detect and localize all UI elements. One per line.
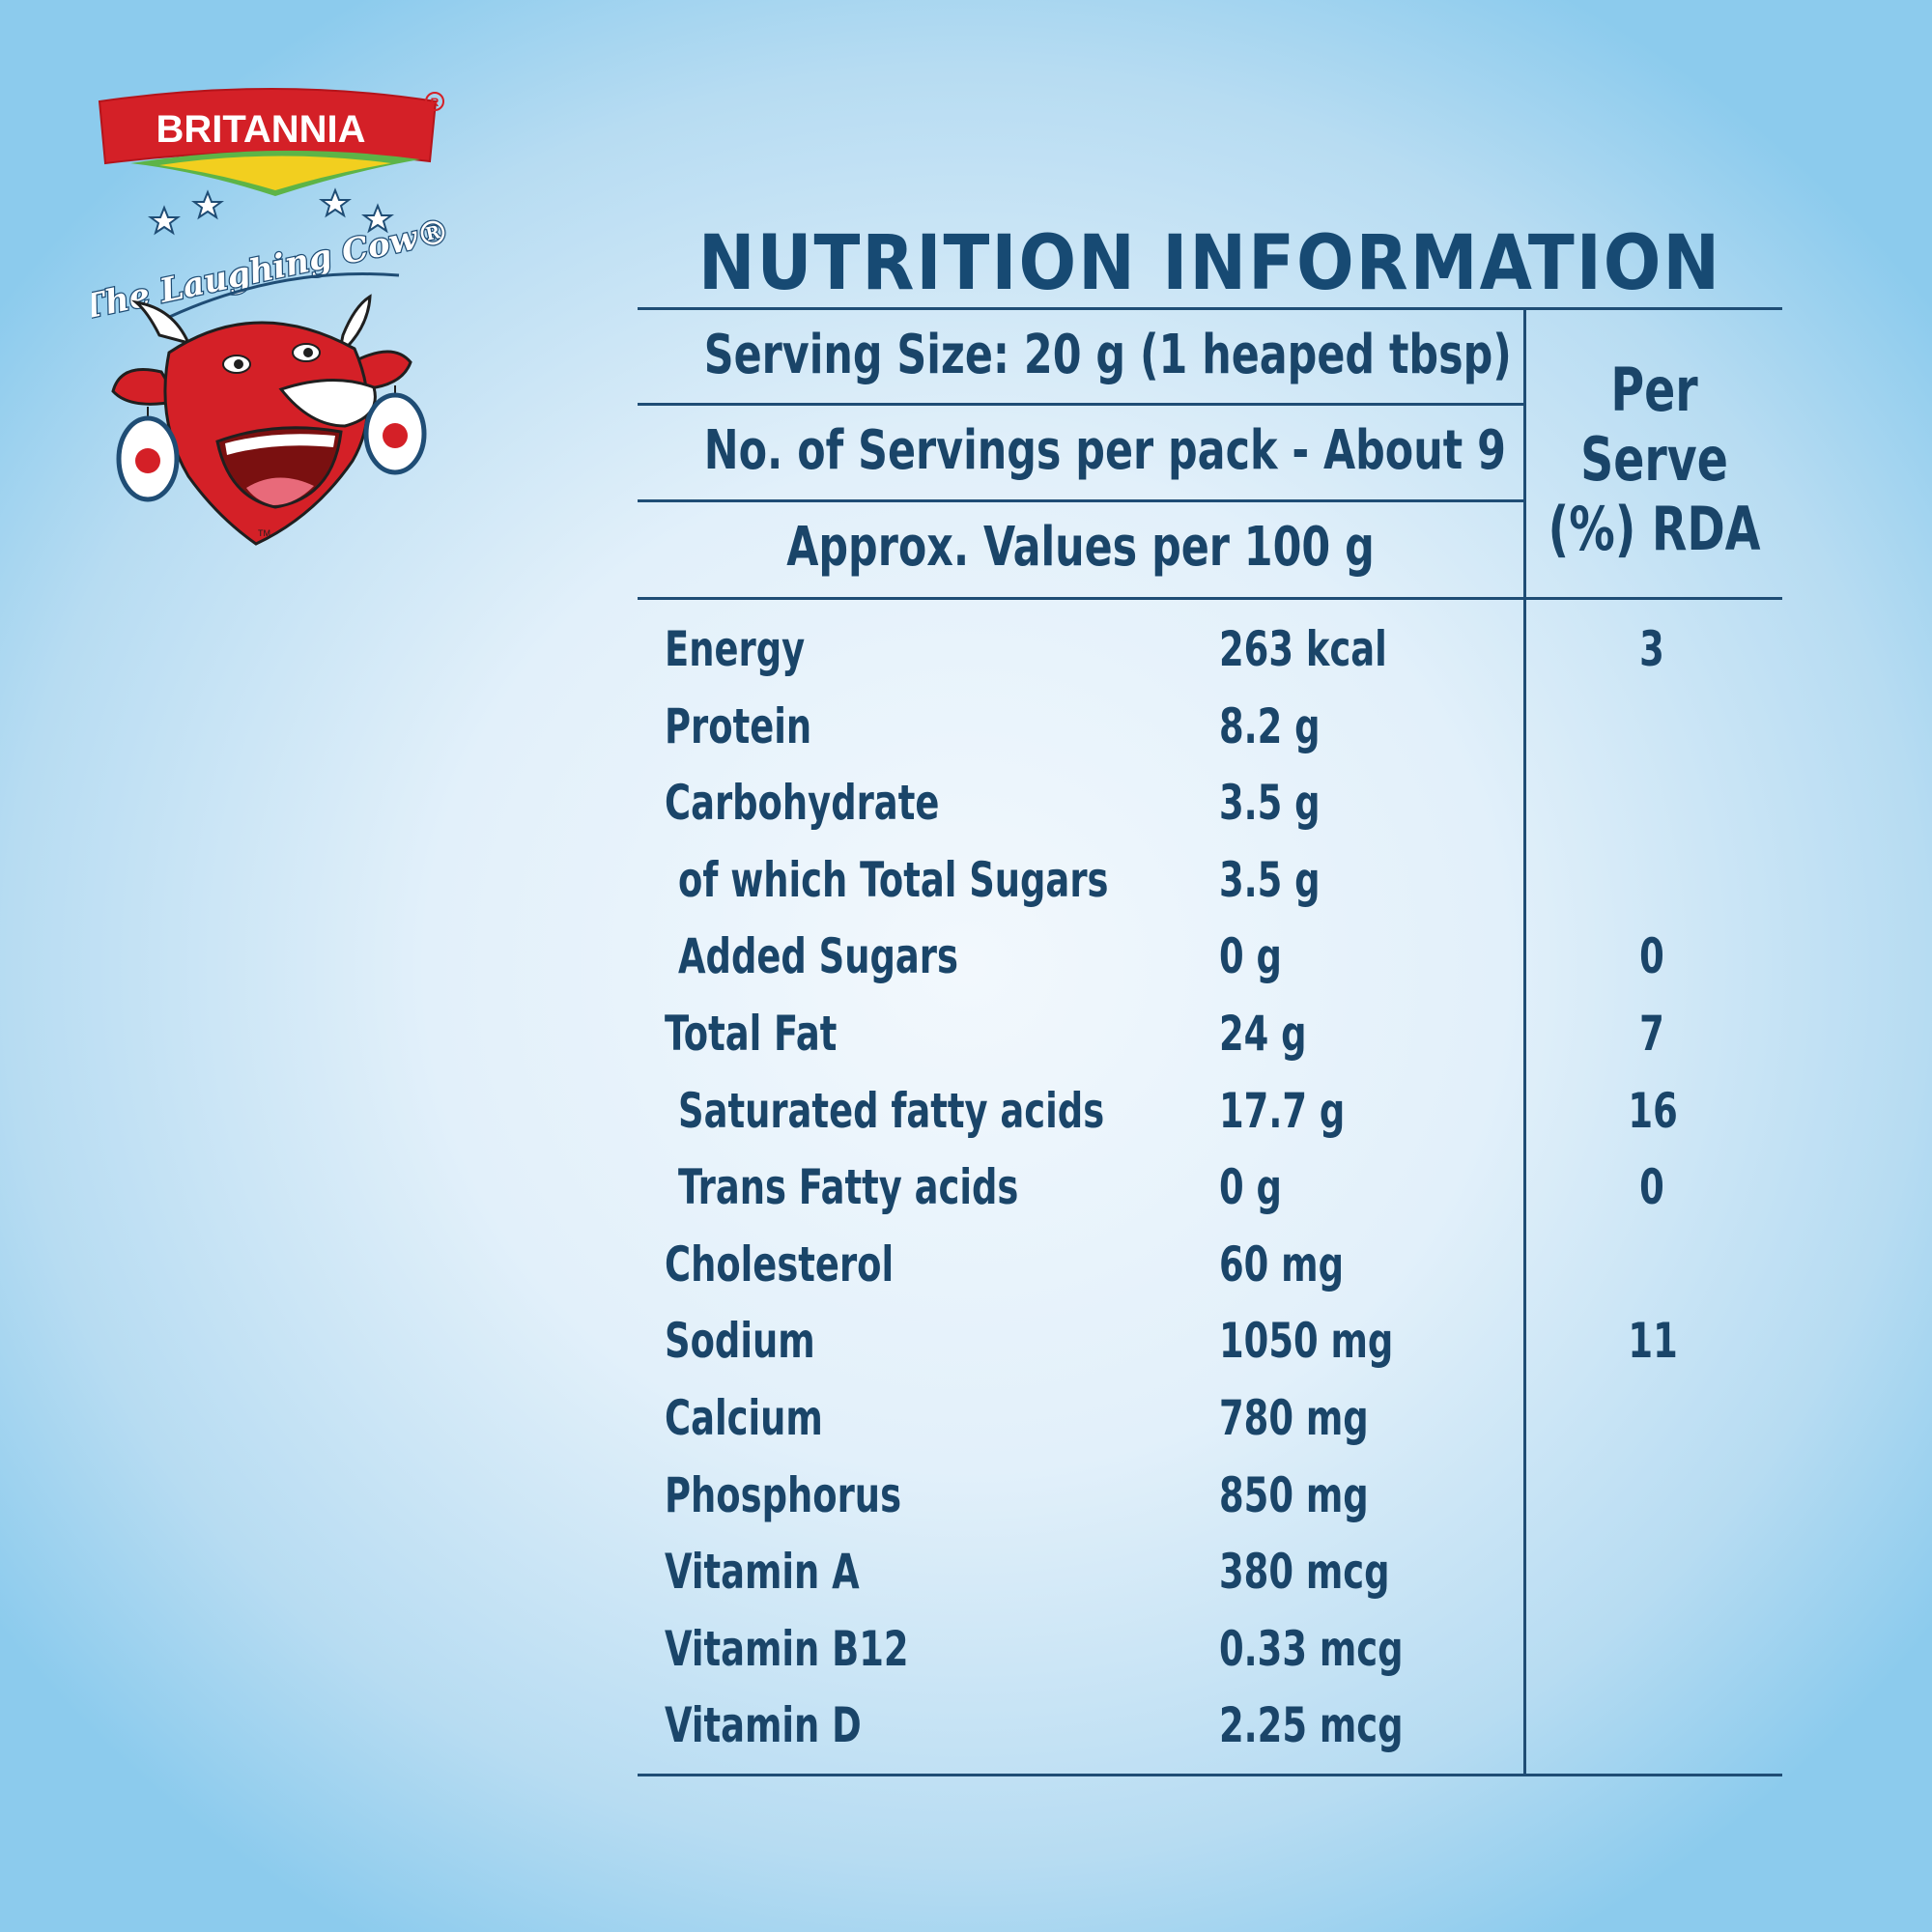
- nutrient-name: Calcium: [665, 1389, 823, 1446]
- nutrient-amount: 60 mg: [1219, 1236, 1345, 1293]
- nutrient-name: of which Total Sugars: [678, 851, 1109, 908]
- values-basis: Approx. Values per 100 g: [786, 516, 1375, 579]
- table-row: Total Fat 24 g 7: [638, 1003, 1782, 1080]
- nutrient-name: Trans Fatty acids: [678, 1159, 1019, 1216]
- cow-left-earring-icon: [116, 407, 180, 502]
- nutrient-name: Energy: [665, 621, 806, 677]
- rda-header-line-1: Per: [1610, 355, 1698, 425]
- nutrient-amount: 850 mg: [1219, 1466, 1369, 1523]
- nutrition-table: Serving Size: 20 g (1 heaped tbsp) No. o…: [638, 307, 1782, 1776]
- nutrient-amount: 0.33 mcg: [1219, 1620, 1404, 1677]
- page-title: NUTRITION INFORMATION: [697, 220, 1722, 307]
- header-divider-2: [638, 499, 1523, 502]
- trademark-mark: TM: [258, 528, 270, 538]
- table-row: Cholesterol 60 mg: [638, 1234, 1782, 1311]
- nutrient-name: Saturated fatty acids: [678, 1082, 1105, 1139]
- britannia-banner-shape: [98, 88, 438, 165]
- nutrient-amount: 3.5 g: [1219, 851, 1321, 908]
- table-row: Saturated fatty acids 17.7 g 16: [638, 1080, 1782, 1157]
- table-row: Added Sugars 0 g 0: [638, 925, 1782, 1003]
- header-divider-1: [638, 403, 1523, 406]
- table-row: Trans Fatty acids 0 g 0: [638, 1156, 1782, 1234]
- nutrient-amount: 380 mcg: [1219, 1544, 1390, 1601]
- nutrient-name: Protein: [665, 697, 812, 754]
- nutrient-name: Total Fat: [665, 1005, 838, 1062]
- nutrient-amount: 263 kcal: [1219, 621, 1387, 677]
- nutrient-amount: 0 g: [1219, 928, 1282, 985]
- nutrient-rda: 16: [1628, 1082, 1678, 1139]
- registered-mark-circle: [425, 92, 444, 111]
- nutrient-amount: 24 g: [1219, 1005, 1307, 1062]
- nutrient-rda: 0: [1639, 1159, 1664, 1216]
- wordmark-underline: [158, 272, 400, 324]
- nutrient-rda: 3: [1639, 621, 1664, 677]
- banner-swoosh-yellow: [159, 156, 391, 190]
- table-row: Carbohydrate 3.5 g: [638, 772, 1782, 849]
- table-row: Energy 263 kcal 3: [638, 618, 1782, 696]
- nutrient-amount: 0 g: [1219, 1159, 1282, 1216]
- nutrient-name: Added Sugars: [678, 928, 958, 985]
- table-row: Calcium 780 mg: [638, 1387, 1782, 1464]
- nutrient-rda: 7: [1639, 1005, 1664, 1062]
- nutrient-rows: Energy 263 kcal 3 Protein 8.2 g Carbohydrat…: [638, 618, 1782, 1772]
- cow-tongue: [246, 477, 314, 505]
- table-row: Vitamin A 380 mcg: [638, 1541, 1782, 1618]
- nutrient-name: Carbohydrate: [665, 775, 940, 832]
- cow-teeth: [225, 434, 335, 455]
- table-row: of which Total Sugars 3.5 g: [638, 849, 1782, 926]
- column-divider: [1523, 307, 1526, 1776]
- cow-left-horn: [130, 299, 191, 346]
- nutrient-name: Sodium: [665, 1313, 815, 1370]
- table-row: Sodium 1050 mg 11: [638, 1310, 1782, 1387]
- table-row: Protein 8.2 g: [638, 696, 1782, 773]
- header-bottom-rule: [638, 597, 1782, 600]
- nutrient-rda: 0: [1639, 928, 1664, 985]
- cow-right-earring-icon: [363, 385, 427, 475]
- rda-header-line-2: Serve: [1580, 424, 1728, 495]
- registered-mark: R: [431, 96, 440, 109]
- stars-icon: [148, 187, 394, 236]
- nutrient-amount: 780 mg: [1219, 1389, 1369, 1446]
- nutrient-name: Vitamin A: [665, 1544, 860, 1601]
- britannia-laughing-cow-logo: BRITANNIA R The Laughing Cow® TM: [92, 88, 454, 546]
- nutrient-rda: 11: [1628, 1313, 1678, 1370]
- nutrient-amount: 2.25 mcg: [1219, 1697, 1404, 1754]
- table-bottom-rule: [638, 1774, 1782, 1776]
- nutrient-name: Phosphorus: [665, 1466, 902, 1523]
- cow-left-ear: [111, 368, 182, 406]
- nutrient-amount: 17.7 g: [1219, 1082, 1346, 1139]
- nutrient-name: Cholesterol: [665, 1236, 895, 1293]
- table-top-rule: [638, 307, 1782, 310]
- table-row: Vitamin D 2.25 mcg: [638, 1694, 1782, 1772]
- servings-per-pack: No. of Servings per pack - About 9: [703, 419, 1506, 482]
- table-row: Vitamin B12 0.33 mcg: [638, 1618, 1782, 1695]
- rda-header-line-3: (%) RDA: [1548, 494, 1761, 564]
- serving-size: Serving Size: 20 g (1 heaped tbsp): [703, 324, 1512, 386]
- nutrient-amount: 1050 mg: [1219, 1313, 1394, 1370]
- nutrient-name: Vitamin B12: [665, 1620, 909, 1677]
- nutrient-amount: 3.5 g: [1219, 775, 1321, 832]
- table-row: Phosphorus 850 mg: [638, 1464, 1782, 1542]
- nutrient-amount: 8.2 g: [1219, 697, 1321, 754]
- rda-column-header: Per Serve (%) RDA: [1546, 355, 1763, 564]
- britannia-wordmark: BRITANNIA: [156, 108, 365, 151]
- cow-right-pupil: [303, 348, 313, 357]
- nutrient-name: Vitamin D: [665, 1697, 862, 1754]
- cow-left-pupil: [234, 359, 243, 369]
